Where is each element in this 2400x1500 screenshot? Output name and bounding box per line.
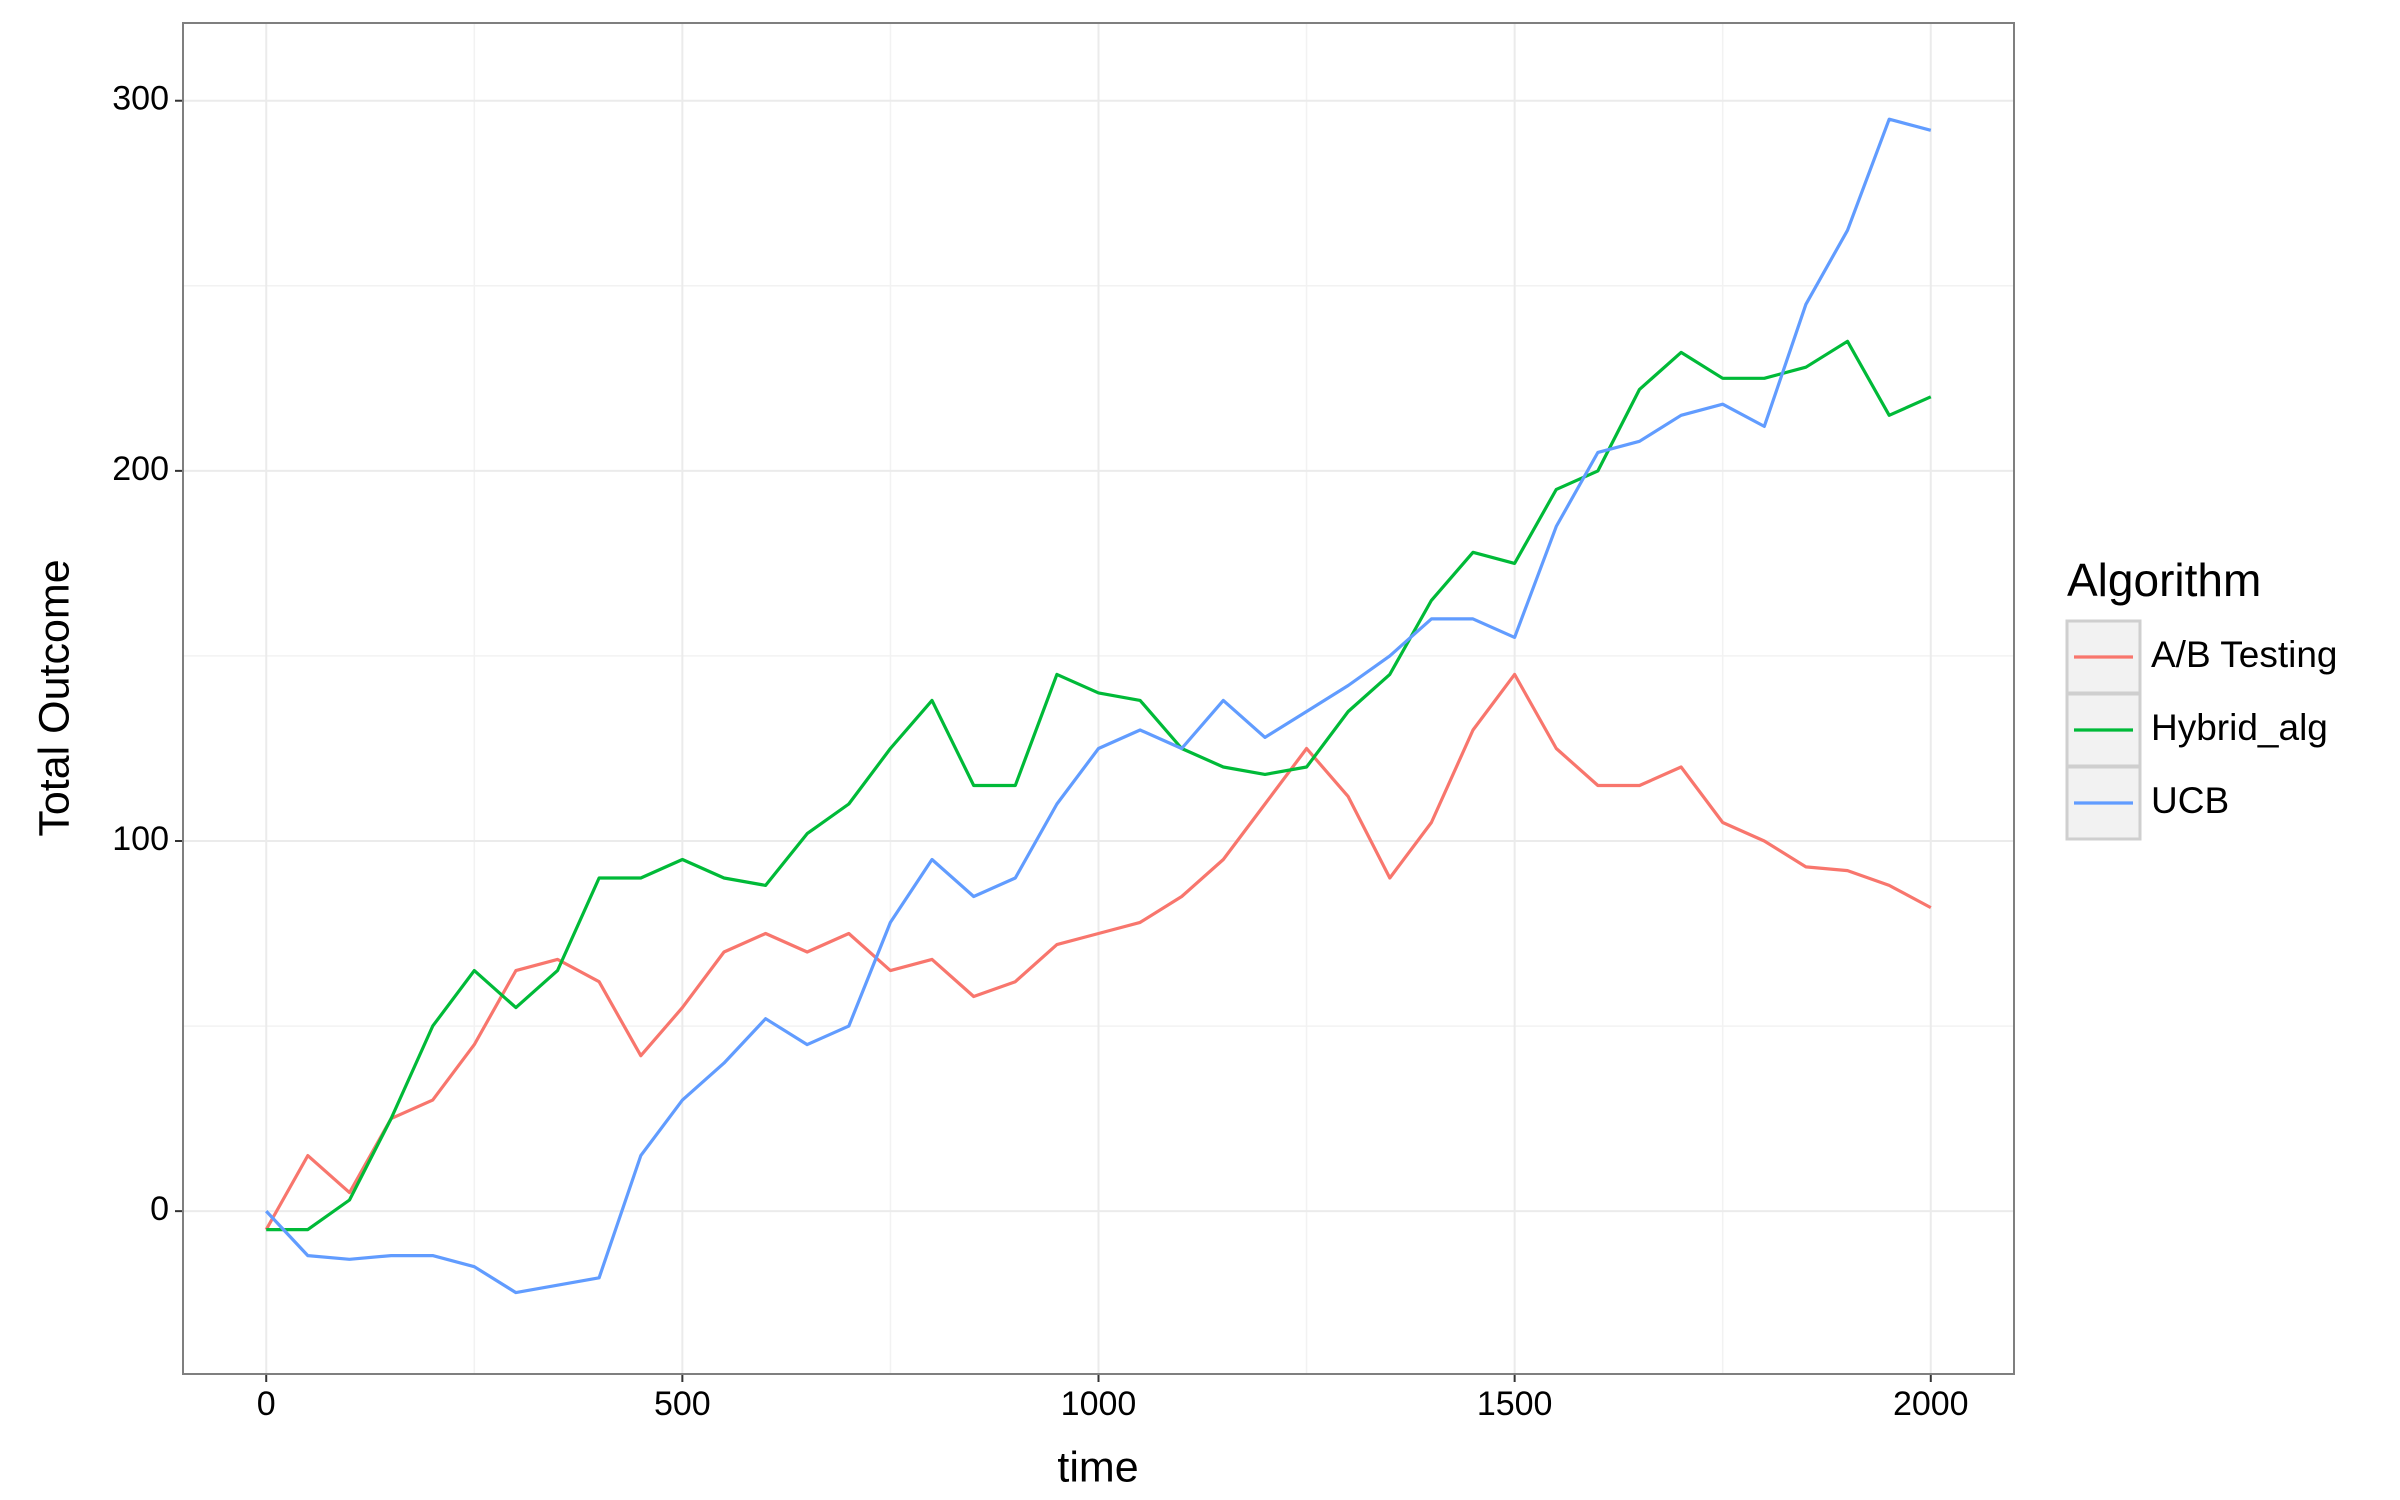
x-tick-label: 500 [654, 1385, 711, 1423]
legend-label: A/B Testing [2151, 634, 2337, 675]
y-tick-label: 300 [112, 80, 169, 118]
plot-lines [264, 117, 1932, 1295]
y-axis-title: Total Outcome [30, 559, 78, 836]
y-tick-label: 100 [112, 820, 169, 858]
series-line [264, 672, 1932, 1231]
x-axis-title: time [1057, 1443, 1138, 1491]
legend-title: Algorithm [2067, 554, 2261, 606]
y-tick-label: 0 [150, 1190, 169, 1228]
legend-label: Hybrid_alg [2151, 707, 2328, 748]
x-tick-label: 0 [257, 1385, 276, 1423]
x-tick-label: 1500 [1477, 1385, 1553, 1423]
series-line [265, 117, 1932, 1295]
legend: A/B Testing Hybrid_alg UCB [2065, 619, 2337, 841]
grid [183, 23, 2014, 1374]
x-tick-label: 1000 [1061, 1385, 1137, 1423]
series-line [266, 339, 1932, 1232]
axes: 0 500 1000 1500 2000 0 100 200 300 [112, 22, 2015, 1423]
panel-border [182, 22, 2015, 1375]
legend-label: UCB [2151, 780, 2229, 821]
y-tick-label: 200 [112, 450, 169, 488]
x-tick-label: 2000 [1893, 1385, 1969, 1423]
